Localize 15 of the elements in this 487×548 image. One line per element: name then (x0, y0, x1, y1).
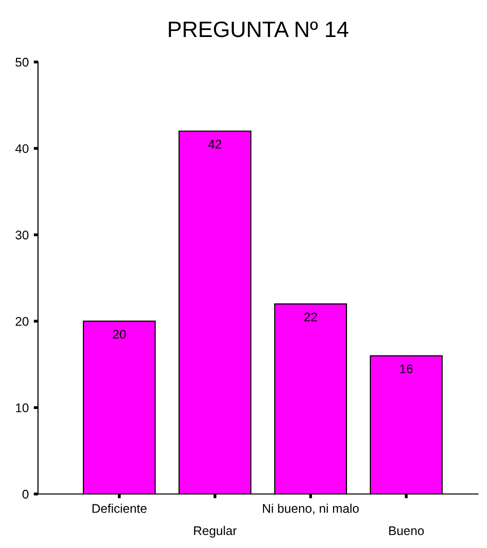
x-tick-label: Deficiente (92, 504, 147, 513)
y-tick-label: 0 (22, 490, 28, 499)
x-tick-label: Regular (194, 526, 237, 538)
y-tick-label: 40 (15, 144, 28, 154)
y-tick-label: 50 (16, 58, 28, 67)
data-label: 22 (304, 312, 317, 322)
y-tick-label: 30 (16, 230, 28, 240)
data-label: 20 (112, 330, 126, 339)
x-tick-label: Ni bueno, ni malo (263, 504, 359, 514)
chart-title: PREGUNTA Nº 14 (168, 21, 348, 38)
y-tick-label: 10 (16, 403, 28, 412)
x-tick-label: Bueno (389, 526, 424, 536)
data-label: 16 (400, 364, 413, 374)
y-tick-label: 20 (16, 317, 28, 326)
data-label: 42 (208, 140, 222, 149)
